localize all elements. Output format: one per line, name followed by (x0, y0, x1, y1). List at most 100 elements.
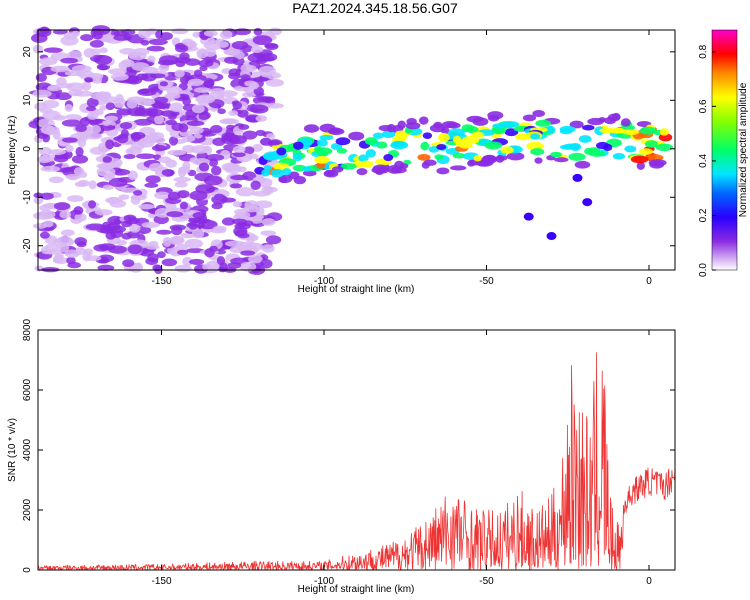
noise-cell (179, 201, 189, 210)
noise-cell (90, 48, 102, 55)
noise-cell (237, 166, 247, 173)
noise-cell (156, 229, 172, 235)
noise-cell (53, 202, 71, 211)
noise-cell (240, 250, 256, 256)
signal-cell (364, 137, 378, 146)
signal-cell (559, 128, 573, 135)
noise-cell (39, 231, 50, 239)
noise-cell (253, 27, 263, 36)
snr-series-line (37, 352, 676, 571)
noise-cell (224, 56, 239, 64)
noise-cell (260, 259, 273, 269)
noise-cell (242, 130, 258, 140)
noise-cell (223, 49, 235, 55)
noise-cell (86, 97, 99, 108)
noise-cell (209, 245, 218, 252)
signal-cell (523, 212, 534, 221)
signal-cell (596, 141, 609, 150)
signal-cell (467, 160, 476, 167)
noise-cell (133, 118, 153, 126)
noise-cell (121, 220, 133, 228)
noise-cell (191, 104, 205, 114)
noise-cell (189, 190, 208, 201)
noise-cell (120, 59, 135, 68)
noise-cell (221, 132, 235, 142)
noise-cell (127, 51, 139, 58)
noise-cell (133, 190, 143, 196)
noise-cell (73, 90, 93, 97)
noise-cell (154, 191, 171, 200)
snr-y-tick-label: 4000 (22, 438, 33, 461)
noise-cell (230, 174, 249, 181)
noise-cell (99, 258, 110, 264)
noise-cell (192, 211, 207, 219)
signal-cell (530, 133, 541, 140)
signal-cell (473, 155, 483, 162)
noise-cell (85, 132, 103, 140)
noise-cell (119, 122, 133, 130)
noise-cell (130, 195, 141, 205)
signal-cell (316, 139, 328, 147)
signal-cell (530, 148, 545, 156)
noise-cell (145, 244, 160, 250)
noise-cell (77, 179, 90, 187)
signal-cell (648, 159, 667, 167)
noise-cell (32, 89, 52, 98)
noise-cell (37, 132, 49, 139)
signal-cell (535, 119, 551, 127)
noise-cell (198, 162, 210, 172)
noise-cell (240, 74, 251, 81)
noise-cell (146, 45, 165, 52)
noise-cell (105, 139, 115, 150)
signal-cell (417, 153, 431, 161)
noise-cell (256, 55, 275, 62)
spectrogram-y-ticks: 20 10 0 -10 -20 (22, 46, 675, 253)
signal-cell (553, 157, 569, 163)
noise-cell (153, 96, 169, 104)
noise-cell (56, 235, 73, 245)
noise-cell (161, 258, 178, 267)
signal-cell (348, 131, 365, 141)
noise-cell (252, 35, 273, 46)
noise-cell (80, 34, 94, 42)
noise-cell (79, 171, 88, 178)
noise-cell (261, 218, 276, 226)
snr-y-label: SNR (10 * v/v) (7, 418, 18, 482)
noise-cell (265, 102, 284, 109)
noise-cell (98, 243, 116, 251)
signal-cell (278, 175, 288, 183)
signal-cell (506, 152, 525, 161)
noise-cell (224, 240, 245, 247)
signal-cell (394, 133, 408, 141)
noise-cell (94, 54, 113, 65)
noise-cell (221, 118, 237, 124)
spectrogram-panel: -150 -100 -50 0 20 10 0 -10 -20 Height of strai… (7, 25, 676, 295)
noise-cell (126, 99, 138, 109)
noise-cell (60, 229, 75, 237)
noise-cell (48, 176, 64, 184)
signal-cell (442, 120, 458, 129)
signal-cell (472, 117, 489, 126)
noise-cell (116, 133, 129, 144)
noise-cell (98, 64, 109, 71)
noise-cell (83, 248, 93, 256)
noise-cell (255, 115, 268, 122)
noise-cell (258, 65, 277, 76)
noise-cell (139, 126, 156, 135)
noise-cell (134, 108, 152, 117)
noise-cell (232, 152, 246, 158)
noise-cell (203, 78, 215, 88)
noise-cell (248, 254, 263, 264)
noise-cell (154, 115, 164, 125)
noise-cell (165, 159, 178, 168)
noise-cell (190, 126, 204, 134)
signal-cell (440, 126, 450, 135)
noise-cell (48, 148, 67, 156)
noise-cell (74, 237, 87, 246)
noise-cell (234, 211, 251, 219)
spectrogram-frame (37, 29, 676, 271)
noise-cell (254, 200, 273, 209)
noise-cell (125, 148, 135, 155)
noise-cell (140, 39, 150, 46)
noise-cell (39, 57, 58, 66)
